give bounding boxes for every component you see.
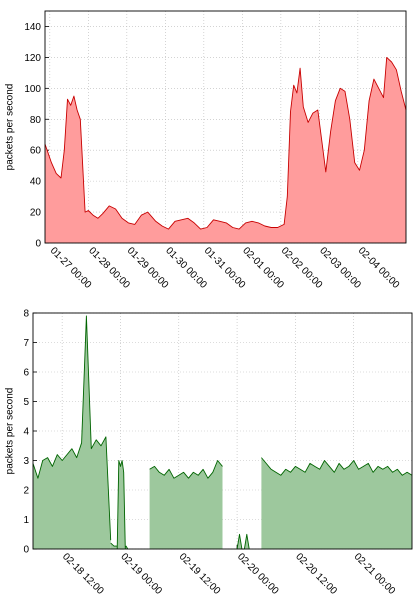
x-tick-label: 02-19 00:00: [118, 551, 164, 597]
y-tick-label: 4: [23, 427, 29, 438]
series-line: [44, 56, 407, 230]
y-axis-label: packets per second: [5, 84, 16, 171]
x-tick-label: 02-04 00:00: [356, 245, 402, 291]
x-tick-label: 02-20 00:00: [235, 551, 281, 597]
plot-frame: [32, 312, 413, 550]
bottom-packet-rate-chart: 0 1 2 3 4 5 6 7 8 02-18 12:00 02-19 00:00 02-19 12:…: [5, 309, 413, 597]
y-tick-label: 0: [35, 239, 41, 250]
series-area: [33, 315, 111, 549]
series-line: [32, 315, 112, 541]
series-line: [116, 460, 126, 550]
y-tick-label: 80: [30, 115, 42, 126]
y-tick-label: 40: [30, 177, 42, 188]
series-area: [149, 460, 223, 549]
y-tick-label: 20: [30, 208, 42, 219]
y-tick-label: 60: [30, 146, 42, 157]
series-line: [261, 457, 413, 476]
series-area: [261, 457, 412, 549]
series-area: [45, 57, 406, 244]
x-tick-label: 02-20 12:00: [293, 551, 339, 597]
y-tick-label: 100: [24, 84, 41, 95]
y-tick-label: 0: [23, 545, 29, 556]
y-tick-label: 8: [23, 309, 29, 320]
y-tick-label: 1: [23, 515, 29, 526]
y-tick-label: 5: [23, 397, 29, 408]
y-tick-label: 140: [24, 22, 41, 33]
series-area: [237, 534, 250, 549]
series-area: [117, 460, 126, 549]
x-tick-label: 02-21 00:00: [352, 551, 398, 597]
plot-frame: [44, 10, 407, 244]
y-tick-label: 2: [23, 486, 29, 497]
x-tick-label: 02-19 12:00: [177, 551, 223, 597]
y-tick-label: 120: [24, 53, 41, 64]
y-tick-label: 3: [23, 456, 29, 467]
y-axis-label: packets per second: [5, 388, 16, 475]
series-area: [110, 543, 128, 549]
y-tick-label: 7: [23, 338, 29, 349]
series-line: [149, 460, 223, 479]
y-tick-label: 6: [23, 368, 29, 379]
x-tick-label: 02-18 12:00: [60, 551, 106, 597]
